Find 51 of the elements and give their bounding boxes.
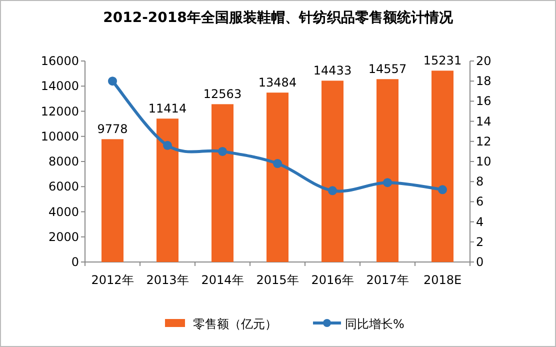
x-tick-label: 2016年 xyxy=(311,273,354,287)
legend-label: 同比增长% xyxy=(345,317,404,331)
y2-tick-label: 20 xyxy=(476,54,492,68)
bar xyxy=(266,92,288,262)
data-label: 13484 xyxy=(258,76,297,90)
data-label: 9778 xyxy=(97,122,128,136)
y2-tick-label: 16 xyxy=(476,94,492,108)
point xyxy=(383,178,392,188)
point xyxy=(328,186,337,196)
y2-tick-label: 12 xyxy=(476,134,492,148)
y-tick-label: 8000 xyxy=(48,154,79,168)
y-tick-label: 10000 xyxy=(40,129,79,144)
bar xyxy=(432,70,454,262)
chart-title: 2012-2018年全国服装鞋帽、针纺织品零售额统计情况 xyxy=(103,9,454,26)
y-tick-label: 2000 xyxy=(48,230,79,244)
y2-tick-label: 14 xyxy=(476,114,492,128)
y2-tick-label: 4 xyxy=(476,214,484,229)
y-tick-label: 0 xyxy=(71,255,79,269)
data-label: 15231 xyxy=(423,54,462,68)
data-label: 14433 xyxy=(313,64,352,78)
y2-tick-label: 6 xyxy=(476,194,484,209)
y-tick-label: 12000 xyxy=(40,104,79,118)
bar xyxy=(212,104,234,262)
point xyxy=(438,185,447,194)
x-tick-label: 2015年 xyxy=(256,273,299,287)
x-tick-label: 2012年 xyxy=(91,273,134,287)
bar xyxy=(102,139,124,262)
y2-tick-label: 2 xyxy=(476,234,484,249)
y2-tick-label: 18 xyxy=(476,74,492,88)
y2-tick-label: 8 xyxy=(476,174,484,189)
data-label: 11414 xyxy=(148,102,187,116)
point xyxy=(163,140,172,150)
y2-tick-label: 10 xyxy=(476,154,492,168)
x-tick-label: 2014年 xyxy=(201,273,244,287)
y-tick-label: 14000 xyxy=(40,79,79,94)
bar xyxy=(376,79,398,262)
y-tick-label: 4000 xyxy=(48,204,79,219)
y-tick-label: 16000 xyxy=(40,54,79,68)
x-tick-label: 2017年 xyxy=(366,273,409,287)
point xyxy=(273,159,282,168)
x-tick-label: 2018E xyxy=(423,273,462,287)
bar xyxy=(156,118,178,262)
bar xyxy=(322,80,344,262)
data-label: 14557 xyxy=(368,62,407,76)
y2-tick-label: 0 xyxy=(476,255,484,269)
y-tick-label: 6000 xyxy=(48,180,79,194)
point xyxy=(218,146,227,156)
data-label: 12563 xyxy=(203,87,242,102)
x-tick-label: 2013年 xyxy=(146,273,189,287)
legend-label: 零售额（亿元） xyxy=(193,317,277,331)
point xyxy=(108,76,117,86)
